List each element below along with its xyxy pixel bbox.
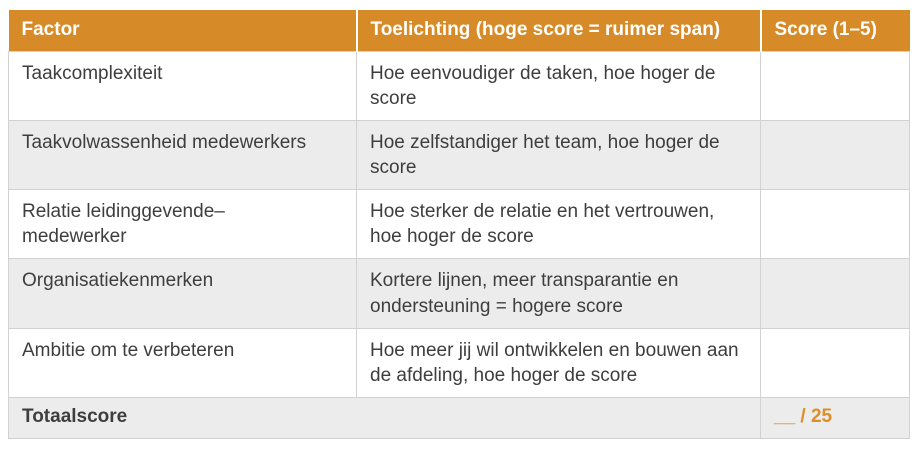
toelichting-cell: Kortere lijnen, meer transparantie en on…: [356, 258, 761, 329]
toelichting-cell: Hoe sterker de relatie en het vertrouwen…: [356, 189, 761, 260]
table-body: Taakcomplexiteit Hoe eenvoudiger de take…: [8, 50, 910, 398]
table-row: Organisatiekenmerken Kortere lijnen, mee…: [8, 258, 910, 329]
score-cell: [760, 120, 910, 191]
table-row: Taakcomplexiteit Hoe eenvoudiger de take…: [8, 50, 910, 122]
total-row: Totaalscore __ / 25: [8, 396, 910, 439]
span-of-control-score-table: Factor Toelichting (hoge score = ruimer …: [8, 10, 910, 439]
table-row: Ambitie om te verbeteren Hoe meer jij wi…: [8, 327, 910, 398]
column-header-factor: Factor: [8, 10, 357, 52]
table-row: Relatie leidinggevende–medewerker Hoe st…: [8, 189, 910, 260]
score-cell: [760, 189, 910, 260]
factor-cell: Organisatiekenmerken: [8, 258, 357, 329]
total-score-cell: __ / 25: [760, 396, 910, 439]
toelichting-cell: Hoe zelfstandiger het team, hoe hoger de…: [356, 120, 761, 191]
factor-cell: Ambitie om te verbeteren: [8, 327, 357, 398]
score-cell: [760, 258, 910, 329]
total-label-cell: Totaalscore: [8, 396, 761, 439]
table-header: Factor Toelichting (hoge score = ruimer …: [8, 10, 910, 52]
score-cell: [760, 327, 910, 398]
score-cell: [760, 50, 910, 122]
column-header-toelichting: Toelichting (hoge score = ruimer span): [355, 10, 761, 52]
factor-cell: Relatie leidinggevende–medewerker: [8, 189, 357, 260]
header-row: Factor Toelichting (hoge score = ruimer …: [8, 10, 910, 52]
factor-cell: Taakvolwassenheid medewerkers: [8, 120, 357, 191]
table-row: Taakvolwassenheid medewerkers Hoe zelfst…: [8, 120, 910, 191]
toelichting-cell: Hoe meer jij wil ontwikkelen en bouwen a…: [356, 327, 761, 398]
table-footer: Totaalscore __ / 25: [8, 396, 910, 439]
column-header-score: Score (1–5): [759, 10, 910, 52]
toelichting-cell: Hoe eenvoudiger de taken, hoe hoger de s…: [356, 50, 761, 122]
factor-cell: Taakcomplexiteit: [8, 50, 357, 122]
